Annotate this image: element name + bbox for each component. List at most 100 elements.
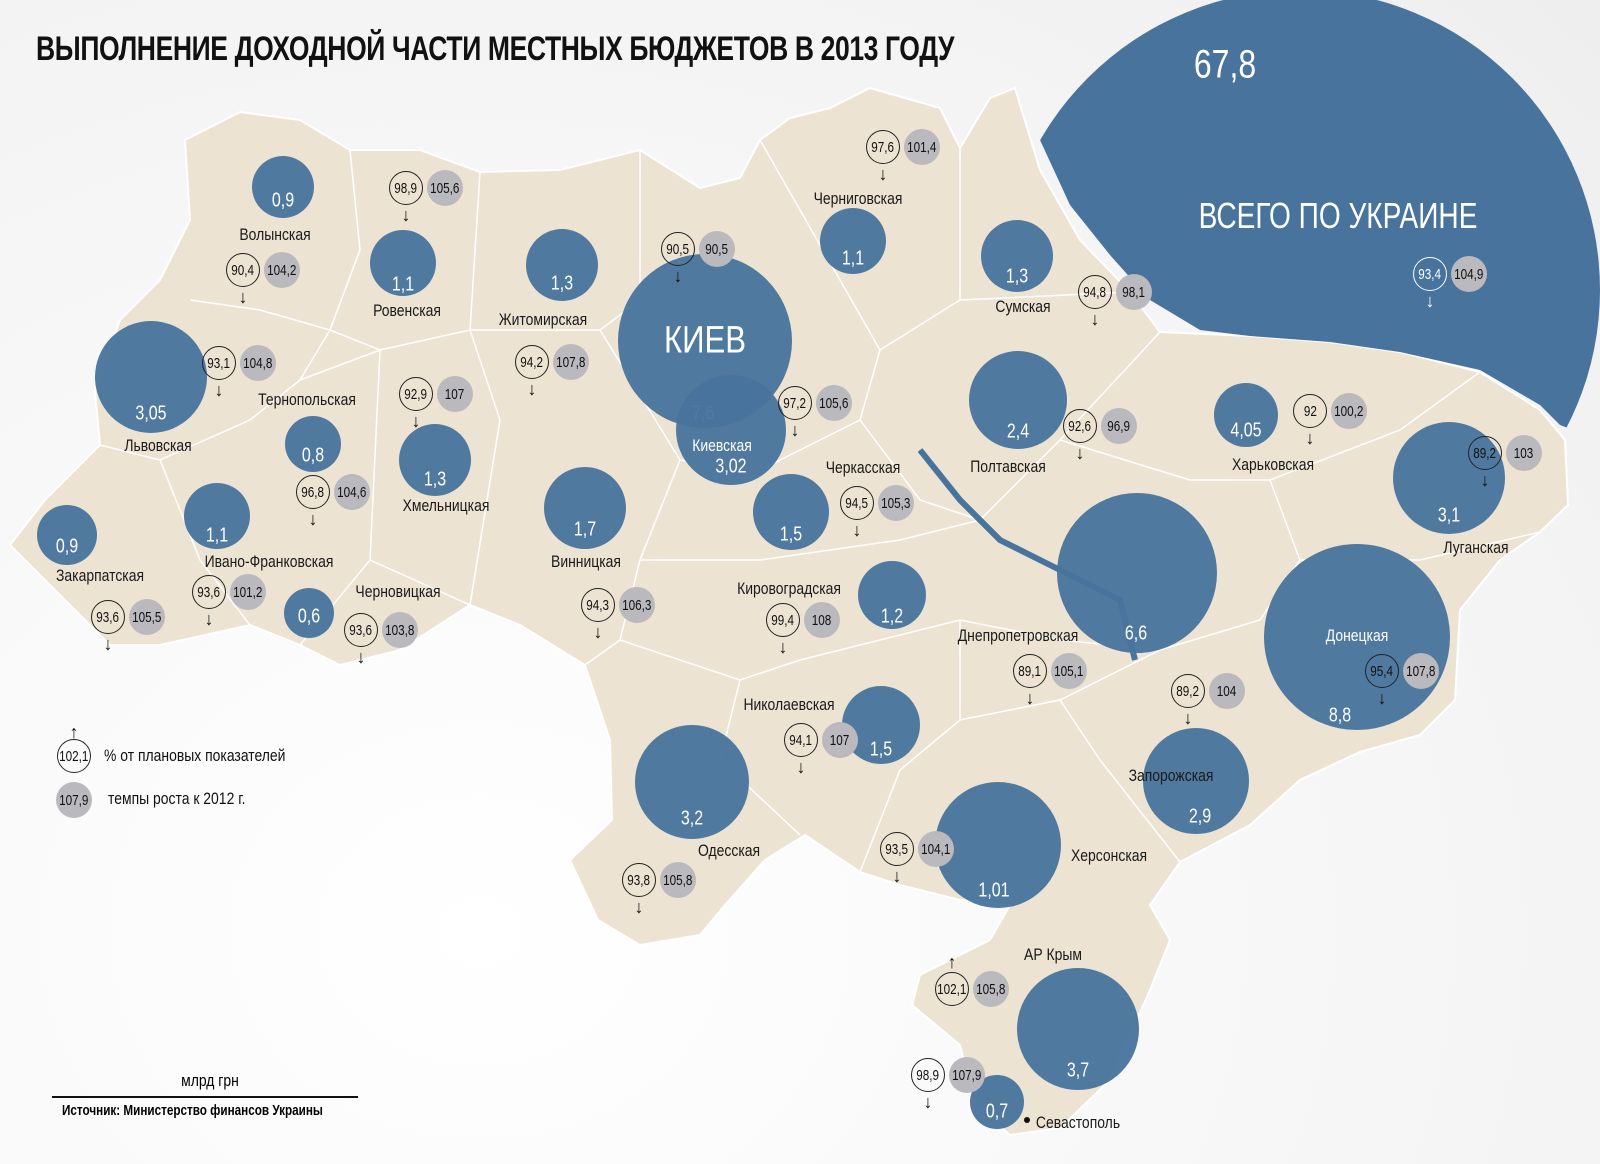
growth-rate: 105,6 <box>430 179 460 197</box>
region-25-growth-badge: 105,8 <box>973 971 1009 1007</box>
region-10-plan-badge: 93,6 <box>91 600 125 634</box>
region-value: 1,01 <box>978 879 1010 902</box>
legend-plan-sample: 102,1 <box>59 747 89 765</box>
region-bubble <box>184 483 250 549</box>
region-bubble <box>399 424 471 496</box>
plan-percent: 93,6 <box>197 583 221 601</box>
region-bubble <box>370 230 436 296</box>
growth-rate: 96,9 <box>1107 417 1131 435</box>
region-3-growth-badge: 90,5 <box>699 231 735 267</box>
region-name: Херсонская <box>1070 846 1148 865</box>
region-name: Черниговская <box>813 189 903 208</box>
arrow-down-icon: ↓ <box>923 1092 933 1112</box>
region-bubble <box>1143 728 1249 834</box>
arrow-down-icon: ↓ <box>411 411 421 431</box>
region-bubble <box>858 561 926 629</box>
arrow-up-icon: ↑ <box>947 952 957 972</box>
region-12-plan-badge: 93,6 <box>344 613 378 647</box>
region-2-plan-badge: 94,2 <box>515 345 549 379</box>
arrow-down-icon: ↓ <box>238 287 248 307</box>
region-value: 3,7 <box>1066 1059 1090 1082</box>
total-label: ВСЕГО ПО УКРАИНЕ <box>1198 195 1478 236</box>
arrow-down-icon: ↓ <box>852 520 862 540</box>
region-name: КИЕВ <box>663 319 747 362</box>
plan-percent: 94,1 <box>789 731 813 749</box>
growth-rate: 107,8 <box>556 353 586 371</box>
region-bubble <box>981 220 1053 292</box>
plan-percent: 89,2 <box>1473 444 1497 462</box>
region-value: 0,8 <box>301 444 325 467</box>
plan-percent: 93,5 <box>885 840 909 858</box>
region-bubble <box>284 588 334 638</box>
region-20-growth-badge: 107,8 <box>1403 653 1439 689</box>
arrow-down-icon: ↓ <box>1425 291 1435 311</box>
plan-percent: 92,6 <box>1068 417 1092 435</box>
growth-rate: 104,8 <box>243 354 273 372</box>
total-ukraine-bubble <box>1000 0 1600 440</box>
region-16-plan-badge: 92,6 <box>1063 409 1097 443</box>
region-21-plan-badge: 89,2 <box>1171 674 1205 708</box>
growth-rate: 105,6 <box>819 394 849 412</box>
plan-percent: 98,9 <box>916 1066 940 1084</box>
region-6-plan-badge: 94,8 <box>1078 275 1112 309</box>
region-14-growth-badge: 105,3 <box>878 485 914 521</box>
plan-percent: 93,6 <box>96 608 120 626</box>
plan-percent: 93,4 <box>1418 265 1442 283</box>
growth-rate: 104,2 <box>267 261 297 279</box>
arrow-down-icon: ↓ <box>878 164 888 184</box>
region-bubble <box>285 416 341 472</box>
sevastopol-dot-marker <box>1024 1117 1030 1123</box>
region-7-growth-badge: 104,8 <box>240 345 276 381</box>
region-13-plan-badge: 94,3 <box>581 588 615 622</box>
arrow-down-icon: ↓ <box>790 420 800 440</box>
plan-percent: 102,1 <box>937 980 967 998</box>
region-21-growth-badge: 104 <box>1209 673 1245 709</box>
region-name: Полтавская <box>970 457 1046 476</box>
region-name: Запорожская <box>1128 766 1214 785</box>
region-bubble <box>935 782 1061 908</box>
plan-percent: 89,2 <box>1176 682 1200 700</box>
region-bubble <box>526 229 598 301</box>
region-value: 6,6 <box>1124 622 1148 645</box>
region-name: Луганская <box>1443 538 1509 557</box>
region-value: 1,1 <box>841 247 865 270</box>
region-value: 1,1 <box>205 524 229 547</box>
legend-plan-badge: 102,1 <box>57 739 91 773</box>
region-value: 2,4 <box>1006 420 1030 443</box>
region-18-growth-badge: 103 <box>1506 435 1542 471</box>
arrow-down-icon: ↓ <box>1183 708 1193 728</box>
region-19-plan-badge: 89,1 <box>1013 654 1047 688</box>
region-value: 8,8 <box>1328 704 1352 727</box>
region-name: Кировоградская <box>737 579 841 598</box>
region-name: Николаевская <box>743 695 835 714</box>
region-value: 1,5 <box>779 523 803 546</box>
region-12-growth-badge: 103,8 <box>382 612 418 648</box>
region-1-growth-badge: 105,6 <box>427 170 463 206</box>
region-name: Харьковская <box>1232 455 1314 474</box>
region-value: 3,02 <box>715 455 747 478</box>
region-name: Тернопольская <box>258 390 356 409</box>
region-bubble <box>969 351 1067 449</box>
region-14-plan-badge: 94,5 <box>840 486 874 520</box>
region-bubble <box>753 474 829 550</box>
plan-percent: 98,9 <box>394 179 418 197</box>
region-value: 1,3 <box>550 272 574 295</box>
divider <box>52 1096 358 1098</box>
region-value: 1,5 <box>869 738 893 761</box>
region-bubble <box>842 686 920 764</box>
region-16-growth-badge: 96,9 <box>1101 408 1137 444</box>
region-0-growth-badge: 104,2 <box>264 252 300 288</box>
arrow-down-icon: ↓ <box>401 205 411 225</box>
growth-rate: 101,2 <box>233 583 263 601</box>
plan-percent: 93,6 <box>349 621 373 639</box>
growth-rate: 107,8 <box>1406 662 1436 680</box>
region-name: Ровенская <box>373 301 441 320</box>
growth-rate: 104,9 <box>1454 265 1484 283</box>
region-name: Ивано-Франковская <box>204 552 334 571</box>
growth-rate: 107,9 <box>952 1066 982 1084</box>
region-26-growth-badge: 107,9 <box>949 1057 985 1093</box>
region-15-growth-badge: 108 <box>804 602 840 638</box>
plan-percent: 97,6 <box>871 138 895 156</box>
arrow-down-icon: ↓ <box>1075 443 1085 463</box>
